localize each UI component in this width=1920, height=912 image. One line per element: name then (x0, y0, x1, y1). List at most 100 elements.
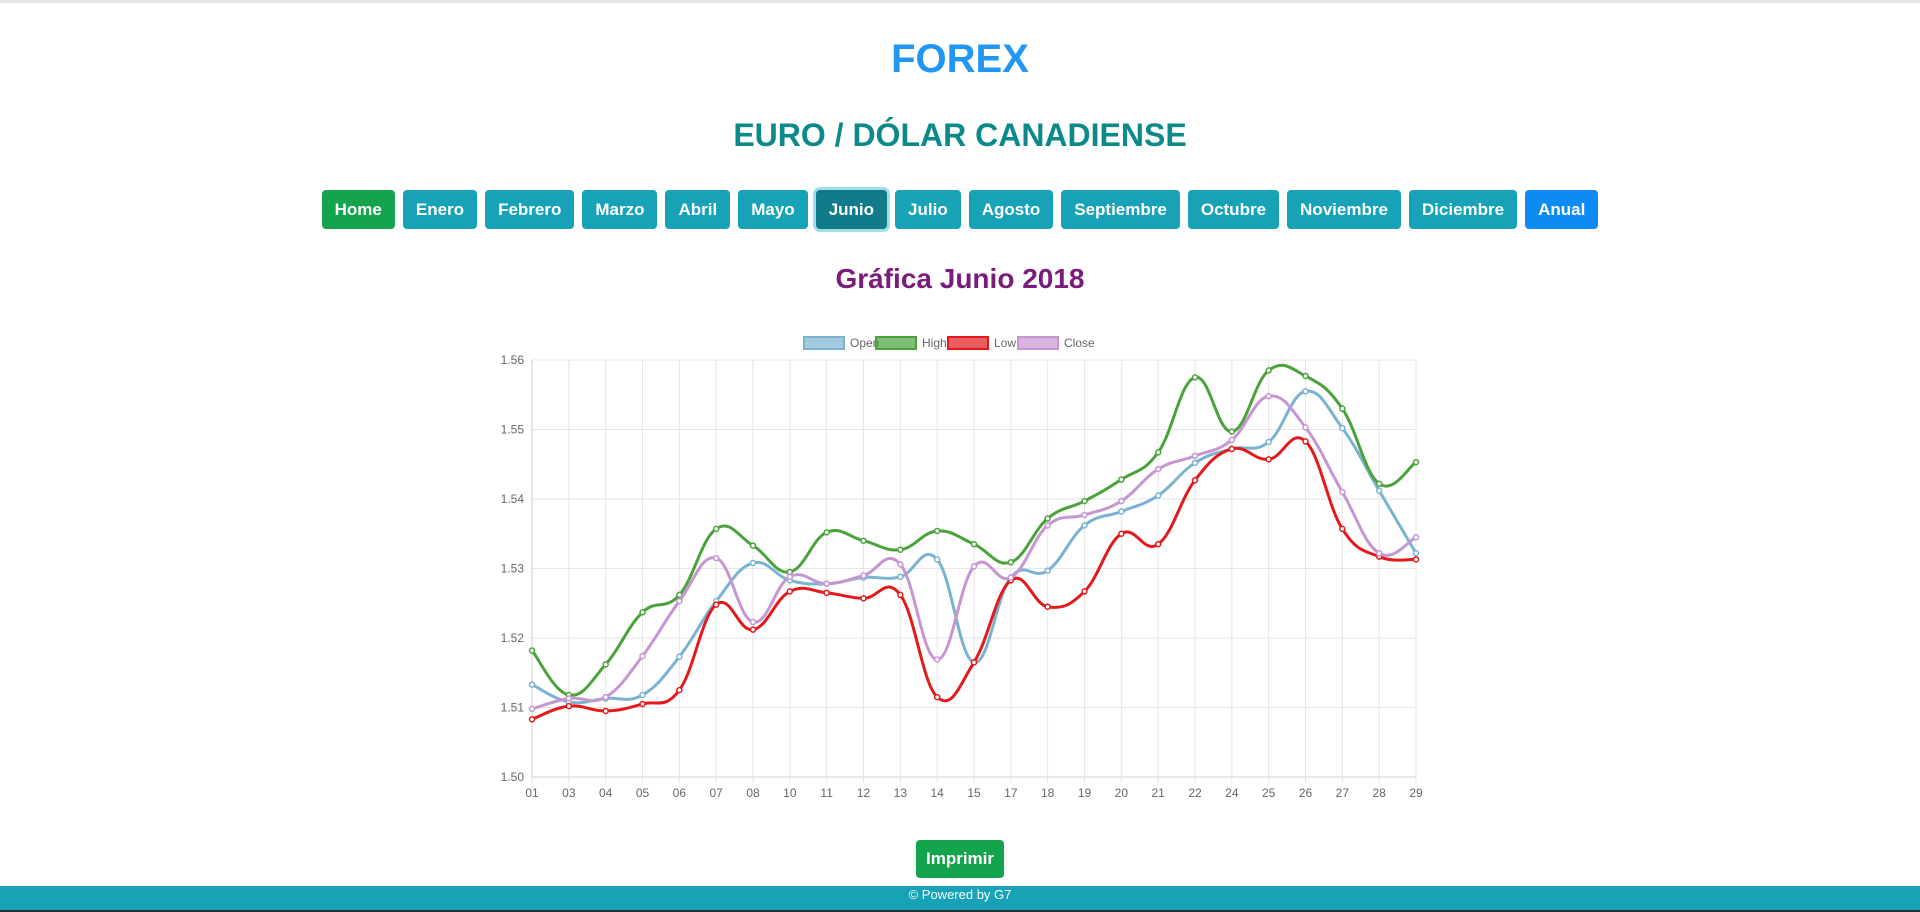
data-point-close (676, 597, 683, 605)
x-tick-label: 01 (525, 786, 539, 800)
chart-grid (531, 359, 1417, 783)
data-point-high (970, 540, 978, 548)
data-point-low (1265, 456, 1272, 463)
forex-line-chart: Open High Low Close 1.501.511.521.531.541.5… (501, 336, 1423, 800)
data-point-close (860, 572, 867, 579)
x-tick-label: 05 (636, 786, 650, 800)
data-point-open (933, 556, 941, 563)
x-tick-label: 06 (673, 786, 687, 800)
data-point-close (970, 563, 978, 570)
data-point-open (1118, 508, 1125, 515)
y-tick-label: 1.55 (501, 423, 525, 437)
data-point-low (749, 626, 757, 633)
data-point-high (602, 661, 609, 668)
x-tick-label: 20 (1115, 786, 1129, 800)
data-point-close (1228, 436, 1236, 444)
legend-label-high: High (922, 336, 947, 350)
data-point-open (676, 653, 683, 661)
legend-label-low: Low (994, 336, 1016, 350)
data-point-close (1191, 452, 1199, 460)
tab-agosto[interactable]: Agosto (968, 190, 1054, 229)
anual-button[interactable]: Anual (1525, 190, 1599, 229)
data-point-low (1302, 438, 1309, 445)
data-point-close (528, 705, 536, 713)
data-point-open (1081, 522, 1088, 529)
tab-junio[interactable]: Junio (815, 190, 888, 229)
data-point-close (1302, 424, 1309, 431)
data-point-high (1007, 558, 1015, 566)
x-tick-label: 15 (967, 786, 981, 800)
data-point-high (1191, 374, 1199, 381)
data-point-high (1375, 480, 1383, 487)
legend-label-open: Open (850, 336, 879, 350)
data-point-open (749, 559, 757, 567)
x-tick-label: 03 (562, 786, 576, 800)
data-point-close (1375, 549, 1383, 557)
tab-abril[interactable]: Abril (665, 190, 731, 229)
legend-swatch-high (875, 336, 917, 350)
data-point-open (1265, 438, 1272, 446)
x-axis: 01 03 04 05 06 07 08 10 11 12 13 14 15 17 18 19 20 21 22 24… (525, 786, 1423, 800)
data-point-close (639, 652, 646, 660)
data-point-close (749, 618, 757, 626)
data-point-close (1412, 533, 1420, 541)
data-point-close (712, 554, 720, 562)
x-tick-label: 13 (894, 786, 908, 800)
month-nav: Home Enero Febrero Marzo Abril Mayo Juni… (0, 190, 1920, 229)
data-point-open (1154, 492, 1162, 499)
data-point-open (1302, 388, 1309, 395)
data-point-high (1339, 405, 1346, 412)
data-point-low (1191, 476, 1199, 484)
x-tick-label: 28 (1372, 786, 1386, 800)
tab-enero[interactable]: Enero (402, 190, 478, 229)
data-point-low (970, 659, 978, 666)
data-point-close (1081, 511, 1088, 519)
y-axis: 1.50 1.51 1.52 1.53 1.54 1.55 1.56 (501, 353, 525, 784)
data-point-close (1339, 488, 1346, 496)
data-point-high (1302, 372, 1309, 380)
footer: © Powered by G7 (0, 886, 1920, 912)
currency-pair-subtitle: EURO / DÓLAR CANADIENSE (733, 117, 1187, 153)
data-point-close (897, 561, 904, 568)
data-point-low (602, 707, 609, 715)
data-point-open (1375, 487, 1383, 494)
legend-label-close: Close (1064, 336, 1095, 350)
data-point-high (933, 527, 941, 535)
tab-octubre[interactable]: Octubre (1187, 190, 1280, 229)
data-point-close (1154, 465, 1162, 473)
data-point-low (712, 601, 720, 608)
x-tick-label: 18 (1041, 786, 1055, 800)
data-point-close (933, 656, 941, 663)
data-point-close (1118, 497, 1125, 505)
chart-legend: Open High Low Close (803, 336, 1095, 350)
x-tick-label: 26 (1299, 786, 1313, 800)
tab-marzo[interactable]: Marzo (582, 190, 658, 229)
data-point-open (639, 691, 646, 699)
data-point-high (1228, 428, 1236, 435)
tab-noviembre[interactable]: Noviembre (1287, 190, 1401, 229)
y-tick-label: 1.56 (501, 353, 525, 367)
data-point-open (1191, 459, 1199, 467)
print-button[interactable]: Imprimir (916, 840, 1004, 878)
data-point-close (565, 695, 573, 702)
x-tick-label: 27 (1336, 786, 1350, 800)
data-point-low (1154, 540, 1162, 548)
tab-febrero[interactable]: Febrero (485, 190, 575, 229)
data-point-close (602, 693, 609, 701)
data-point-high (1154, 449, 1162, 456)
x-tick-label: 14 (930, 786, 944, 800)
data-point-low (1044, 603, 1051, 610)
tab-septiembre[interactable]: Septiembre (1061, 190, 1180, 229)
data-point-low (823, 589, 830, 597)
data-point-high (860, 537, 867, 544)
data-point-high (749, 542, 757, 549)
data-point-low (786, 588, 794, 595)
data-point-low (565, 702, 573, 710)
data-point-high (1044, 515, 1051, 522)
home-button[interactable]: Home (321, 190, 395, 229)
tab-julio[interactable]: Julio (895, 190, 961, 229)
data-point-high (528, 647, 536, 654)
x-tick-label: 22 (1188, 786, 1202, 800)
tab-mayo[interactable]: Mayo (738, 190, 808, 229)
tab-diciembre[interactable]: Diciembre (1408, 190, 1518, 229)
